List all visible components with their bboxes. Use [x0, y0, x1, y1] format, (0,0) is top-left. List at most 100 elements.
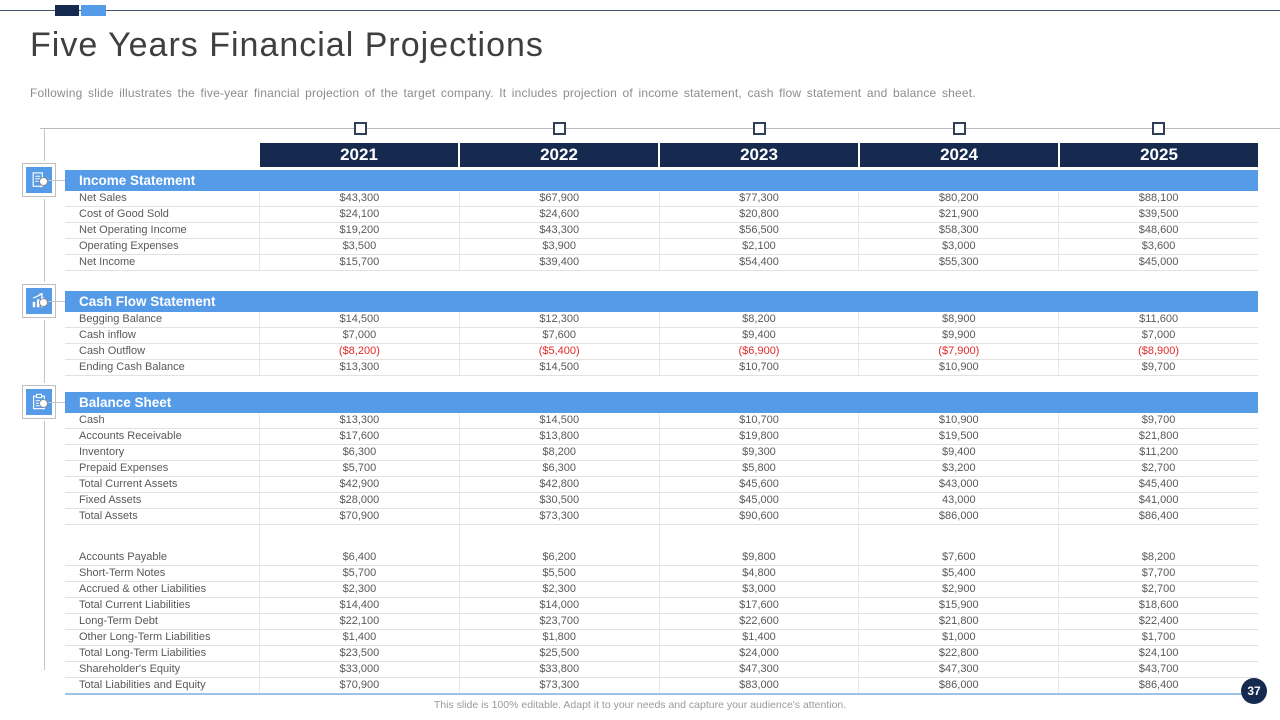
table-row: Inventory $6,300 $8,200 $9,300 $9,400 $11,200	[65, 445, 1258, 461]
row-value: $23,500	[260, 646, 460, 661]
row-value: $43,700	[1138, 663, 1179, 675]
row-label: Ending Cash Balance	[65, 360, 260, 375]
row-value: $33,000	[260, 662, 460, 677]
column-marker-square	[353, 122, 367, 135]
connector-dot	[39, 298, 48, 307]
row-value: $54,400	[660, 255, 860, 270]
row-value: $28,000	[260, 493, 460, 508]
navy-accent-chip	[55, 5, 79, 16]
year-header-row: 2021 2022 2023 2024 2025	[260, 143, 1258, 167]
table-row: Prepaid Expenses $5,700 $6,300 $5,800 $3,200…	[65, 461, 1258, 477]
year-header-cell: 2024	[858, 143, 1058, 167]
row-value: $15,900	[859, 598, 1060, 613]
row-value: $39,500	[1138, 208, 1179, 220]
year-header-cell: 2023	[658, 143, 858, 167]
row-value: $86,000	[859, 509, 1060, 524]
row-value: $56,500	[660, 223, 860, 238]
connector-line	[47, 180, 65, 181]
blue-accent-chip	[81, 5, 106, 16]
row-value: $70,900	[260, 678, 460, 693]
row-value: $7,000	[260, 328, 460, 343]
spacer-row	[65, 525, 1258, 550]
row-label: Inventory	[65, 445, 260, 460]
row-value: $17,600	[260, 429, 460, 444]
row-value: $18,600	[1138, 599, 1179, 611]
table-row: Shareholder's Equity $33,000 $33,800 $47,30…	[65, 662, 1258, 678]
row-value: $14,500	[460, 413, 660, 428]
row-value: $1,800	[460, 630, 660, 645]
row-value: $58,300	[859, 223, 1060, 238]
row-value	[859, 525, 1060, 550]
section-title: Income Statement	[79, 173, 196, 188]
table-row: Operating Expenses $3,500 $3,900 $2,100 $3,0…	[65, 239, 1258, 255]
row-value: $24,100	[260, 207, 460, 222]
table-row: Short-Term Notes $5,700 $5,500 $4,800 $5,400…	[65, 566, 1258, 582]
row-label: Total Current Assets	[65, 477, 260, 492]
row-value: $2,700	[1141, 462, 1176, 474]
row-value: $8,200	[460, 445, 660, 460]
row-value: $3,900	[460, 239, 660, 254]
row-value: $14,400	[260, 598, 460, 613]
row-value: $13,800	[460, 429, 660, 444]
row-value: $2,300	[460, 582, 660, 597]
row-label: Other Long-Term Liabilities	[65, 630, 260, 645]
table-row: Accrued & other Liabilities $2,300 $2,300 $…	[65, 582, 1258, 598]
row-label: Cash inflow	[65, 328, 260, 343]
row-value: $42,800	[460, 477, 660, 492]
row-value	[660, 525, 860, 550]
page-subtitle: Following slide illustrates the five-yea…	[30, 86, 976, 100]
column-marker-square	[753, 122, 766, 135]
row-value: $23,700	[460, 614, 660, 629]
row-value: $22,800	[859, 646, 1060, 661]
row-value: $1,400	[260, 630, 460, 645]
row-value: $42,900	[260, 477, 460, 492]
row-value: $45,000	[1138, 256, 1179, 268]
row-value: $83,000	[660, 678, 860, 693]
row-value: $8,200	[660, 312, 860, 327]
row-value: $6,200	[460, 550, 660, 565]
row-value: $73,300	[460, 509, 660, 524]
table-row: Fixed Assets $28,000 $30,500 $45,000 43,000 $…	[65, 493, 1258, 509]
top-divider-line	[0, 10, 1280, 11]
row-value: ($8,200)	[260, 344, 460, 359]
table-row: Long-Term Debt $22,100 $23,700 $22,600 $21,8…	[65, 614, 1258, 630]
financial-table: 2021 2022 2023 2024 2025 Income Statement Net…	[39, 143, 1258, 695]
row-value: $24,000	[660, 646, 860, 661]
row-value: $6,300	[260, 445, 460, 460]
row-value: $33,800	[460, 662, 660, 677]
row-value: $9,700	[1141, 414, 1176, 426]
row-value: $47,300	[859, 662, 1060, 677]
row-value: $22,100	[260, 614, 460, 629]
row-value: $1,000	[859, 630, 1060, 645]
table-row: Begging Balance $14,500 $12,300 $8,200 $8,90…	[65, 312, 1258, 328]
row-value: ($5,400)	[460, 344, 660, 359]
row-value: $55,300	[859, 255, 1060, 270]
row-label: Net Operating Income	[65, 223, 260, 238]
row-label: Cash	[65, 413, 260, 428]
row-value: $15,700	[260, 255, 460, 270]
row-value: $19,800	[660, 429, 860, 444]
table-row: Cash Outflow ($8,200) ($5,400) ($6,900) ($7,…	[65, 344, 1258, 360]
row-value: $8,900	[859, 312, 1060, 327]
row-value	[260, 525, 460, 550]
row-value: $21,800	[1138, 430, 1179, 442]
row-value: $70,900	[260, 509, 460, 524]
table-row: Total Current Assets $42,900 $42,800 $45,60…	[65, 477, 1258, 493]
row-value: $2,700	[1141, 583, 1176, 595]
table-row: Net Operating Income $19,200 $43,300 $56,50…	[65, 223, 1258, 239]
row-label: Total Current Liabilities	[65, 598, 260, 613]
table-row: Net Income $15,700 $39,400 $54,400 $55,300 $4…	[65, 255, 1258, 271]
row-value: $5,700	[260, 566, 460, 581]
footer-note: This slide is 100% editable. Adapt it to…	[433, 699, 847, 711]
row-value: $19,200	[260, 223, 460, 238]
table-row: Cash $13,300 $14,500 $10,700 $10,900 $9,700	[65, 413, 1258, 429]
row-value: $5,500	[460, 566, 660, 581]
row-value: $13,300	[260, 413, 460, 428]
page-title: Five Years Financial Projections	[30, 26, 544, 64]
table-row: Total Current Liabilities $14,400 $14,000 $…	[65, 598, 1258, 614]
table-row: Cost of Good Sold $24,100 $24,600 $20,800 $2…	[65, 207, 1258, 223]
row-value: $8,200	[1141, 551, 1176, 563]
row-label: Cash Outflow	[65, 344, 260, 359]
page-number-badge: 37	[1241, 678, 1267, 704]
row-value: $43,300	[460, 223, 660, 238]
